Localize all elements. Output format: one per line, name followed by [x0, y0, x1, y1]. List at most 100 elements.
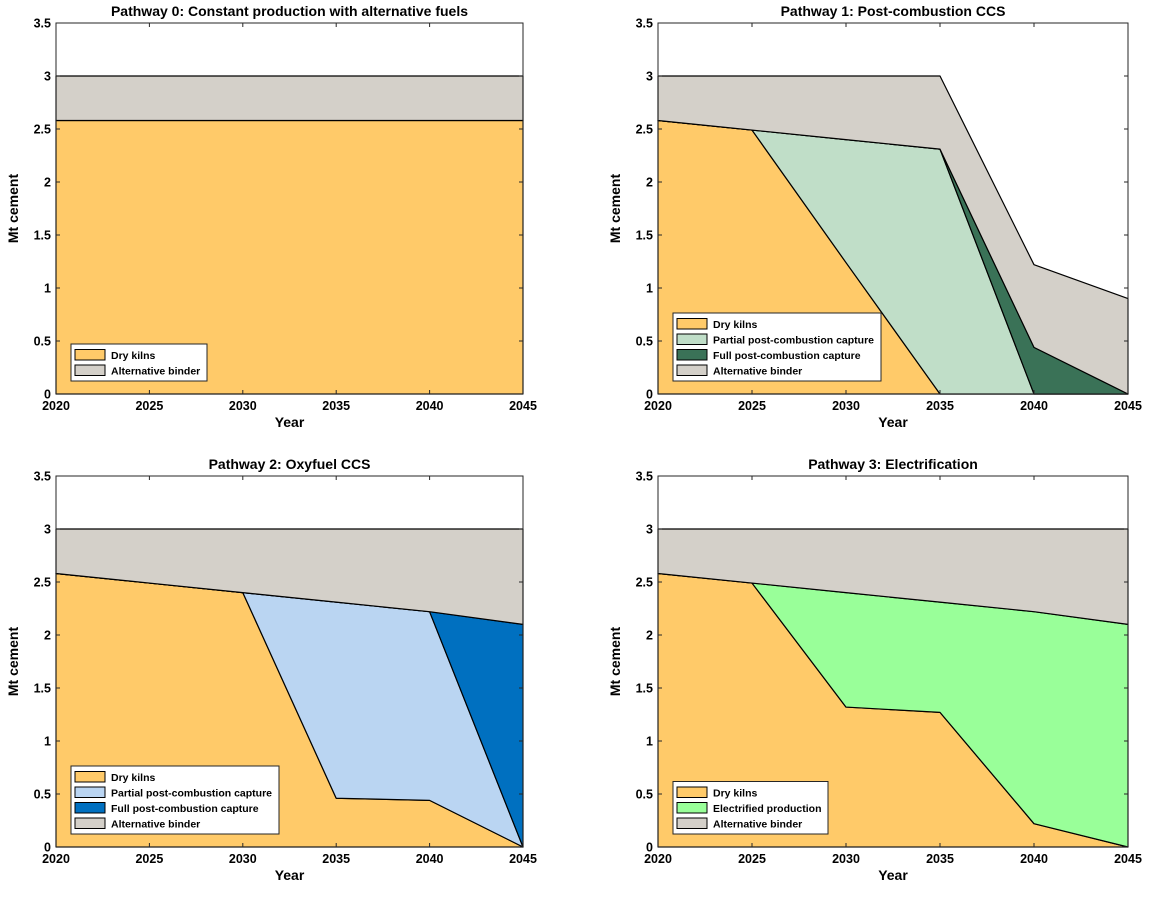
- x-tick-label: 2040: [416, 399, 444, 413]
- y-tick-label: 2: [646, 629, 653, 643]
- legend: Dry kilns Partial post-combustion capture…: [70, 765, 280, 835]
- legend-box: [70, 765, 280, 835]
- y-axis-label: Mt cement: [607, 627, 623, 697]
- legend-label-full-post-combustion-capture: Full post-combustion capture: [713, 350, 861, 362]
- chart-title: Pathway 0: Constant production with alte…: [111, 3, 468, 19]
- x-tick-label: 2035: [926, 399, 954, 413]
- y-tick-label: 2.5: [636, 123, 653, 137]
- legend-swatch-partial-post-combustion-capture: [74, 786, 106, 798]
- y-tick-label: 3: [44, 523, 51, 537]
- x-tick-label: 2035: [322, 399, 350, 413]
- y-tick-label: 0.5: [34, 335, 51, 349]
- x-axis-label: Year: [878, 867, 908, 883]
- legend-swatch-alternative-binder: [74, 364, 106, 376]
- y-tick-label: 0: [646, 841, 653, 855]
- legend-swatch-electrified-production: [676, 802, 708, 814]
- y-tick-label: 1.5: [636, 682, 653, 696]
- x-tick-label: 2020: [42, 399, 70, 413]
- y-tick-label: 0: [44, 388, 51, 402]
- chart-panel-3: 2020 2025 2030 2035 2040 2045 0 0.5 1 1.5 2 2.5 3 3.5…: [607, 456, 1142, 883]
- x-tick-label: 2025: [135, 399, 163, 413]
- y-tick-label: 1.5: [34, 229, 51, 243]
- y-tick-label: 1.5: [34, 682, 51, 696]
- x-tick-label: 2030: [229, 399, 257, 413]
- x-tick-label: 2025: [738, 852, 766, 866]
- legend-label-alternative-binder: Alternative binder: [713, 818, 802, 830]
- axes-frame: [657, 475, 1129, 848]
- area-series-alternative-binder: [55, 75, 524, 122]
- legend-swatch-full-post-combustion-capture: [676, 349, 708, 361]
- x-tick-label: 2040: [1020, 852, 1048, 866]
- y-tick-label: 0: [44, 841, 51, 855]
- x-tick-label: 2035: [322, 852, 350, 866]
- y-tick-label: 2.5: [34, 123, 51, 137]
- y-tick-label: 0.5: [636, 788, 653, 802]
- x-tick-label: 2040: [1020, 399, 1048, 413]
- y-tick-label: 2: [44, 176, 51, 190]
- x-tick-label: 2020: [644, 399, 672, 413]
- legend-swatch-dry-kilns: [74, 349, 106, 361]
- legend-label-alternative-binder: Alternative binder: [713, 365, 802, 377]
- legend-swatch-dry-kilns: [74, 771, 106, 783]
- axes-frame: [657, 22, 1129, 395]
- legend-label-full-post-combustion-capture: Full post-combustion capture: [111, 803, 259, 815]
- legend-swatch-dry-kilns: [676, 786, 708, 798]
- x-tick-label: 2045: [509, 399, 537, 413]
- x-tick-label: 2020: [42, 852, 70, 866]
- y-tick-label: 3.5: [636, 17, 653, 31]
- x-tick-label: 2035: [926, 852, 954, 866]
- y-tick-label: 3.5: [636, 470, 653, 484]
- x-axis-label: Year: [275, 414, 305, 430]
- legend-label-partial-post-combustion-capture: Partial post-combustion capture: [713, 334, 874, 346]
- y-tick-label: 1: [646, 282, 653, 296]
- y-tick-label: 1: [646, 735, 653, 749]
- x-tick-label: 2045: [1114, 399, 1142, 413]
- legend-label-dry-kilns: Dry kilns: [111, 772, 156, 784]
- y-axis-label: Mt cement: [5, 627, 21, 697]
- y-axis-label: Mt cement: [5, 174, 21, 244]
- x-tick-label: 2045: [509, 852, 537, 866]
- axes-frame: [55, 475, 524, 848]
- x-tick-label: 2030: [832, 399, 860, 413]
- y-tick-label: 1: [44, 735, 51, 749]
- chart-title: Pathway 2: Oxyfuel CCS: [209, 456, 371, 472]
- y-tick-label: 2: [44, 629, 51, 643]
- x-tick-label: 2030: [832, 852, 860, 866]
- y-tick-label: 1.5: [636, 229, 653, 243]
- y-axis-label: Mt cement: [607, 174, 623, 244]
- y-tick-label: 3.5: [34, 470, 51, 484]
- x-axis-label: Year: [275, 867, 305, 883]
- legend-swatch-dry-kilns: [676, 318, 708, 330]
- x-tick-label: 2030: [229, 852, 257, 866]
- legend: Dry kilns Electrified production Alternati…: [672, 781, 829, 835]
- axes-frame: [55, 22, 524, 395]
- legend-label-alternative-binder: Alternative binder: [111, 365, 200, 377]
- x-tick-label: 2040: [416, 852, 444, 866]
- legend-label-electrified-production: Electrified production: [713, 803, 822, 815]
- y-tick-label: 3: [44, 70, 51, 84]
- legend-label-dry-kilns: Dry kilns: [111, 350, 156, 362]
- legend-swatch-alternative-binder: [676, 817, 708, 829]
- chart-title: Pathway 1: Post-combustion CCS: [781, 3, 1006, 19]
- y-tick-label: 0.5: [34, 788, 51, 802]
- legend-label-dry-kilns: Dry kilns: [713, 319, 758, 331]
- legend-label-dry-kilns: Dry kilns: [713, 787, 758, 799]
- y-tick-label: 2.5: [636, 576, 653, 590]
- y-tick-label: 2.5: [34, 576, 51, 590]
- legend-label-partial-post-combustion-capture: Partial post-combustion capture: [111, 787, 272, 799]
- legend-swatch-full-post-combustion-capture: [74, 802, 106, 814]
- legend: Dry kilns Alternative binder: [70, 343, 208, 382]
- legend: Dry kilns Partial post-combustion capture…: [672, 312, 882, 382]
- y-tick-label: 0: [646, 388, 653, 402]
- y-tick-label: 2: [646, 176, 653, 190]
- y-tick-label: 0.5: [636, 335, 653, 349]
- legend-swatch-alternative-binder: [676, 364, 708, 376]
- legend-label-alternative-binder: Alternative binder: [111, 818, 200, 830]
- legend-swatch-partial-post-combustion-capture: [676, 333, 708, 345]
- chart-title: Pathway 3: Electrification: [808, 456, 978, 472]
- y-tick-label: 3: [646, 523, 653, 537]
- x-tick-label: 2020: [644, 852, 672, 866]
- x-axis-label: Year: [878, 414, 908, 430]
- y-tick-label: 3.5: [34, 17, 51, 31]
